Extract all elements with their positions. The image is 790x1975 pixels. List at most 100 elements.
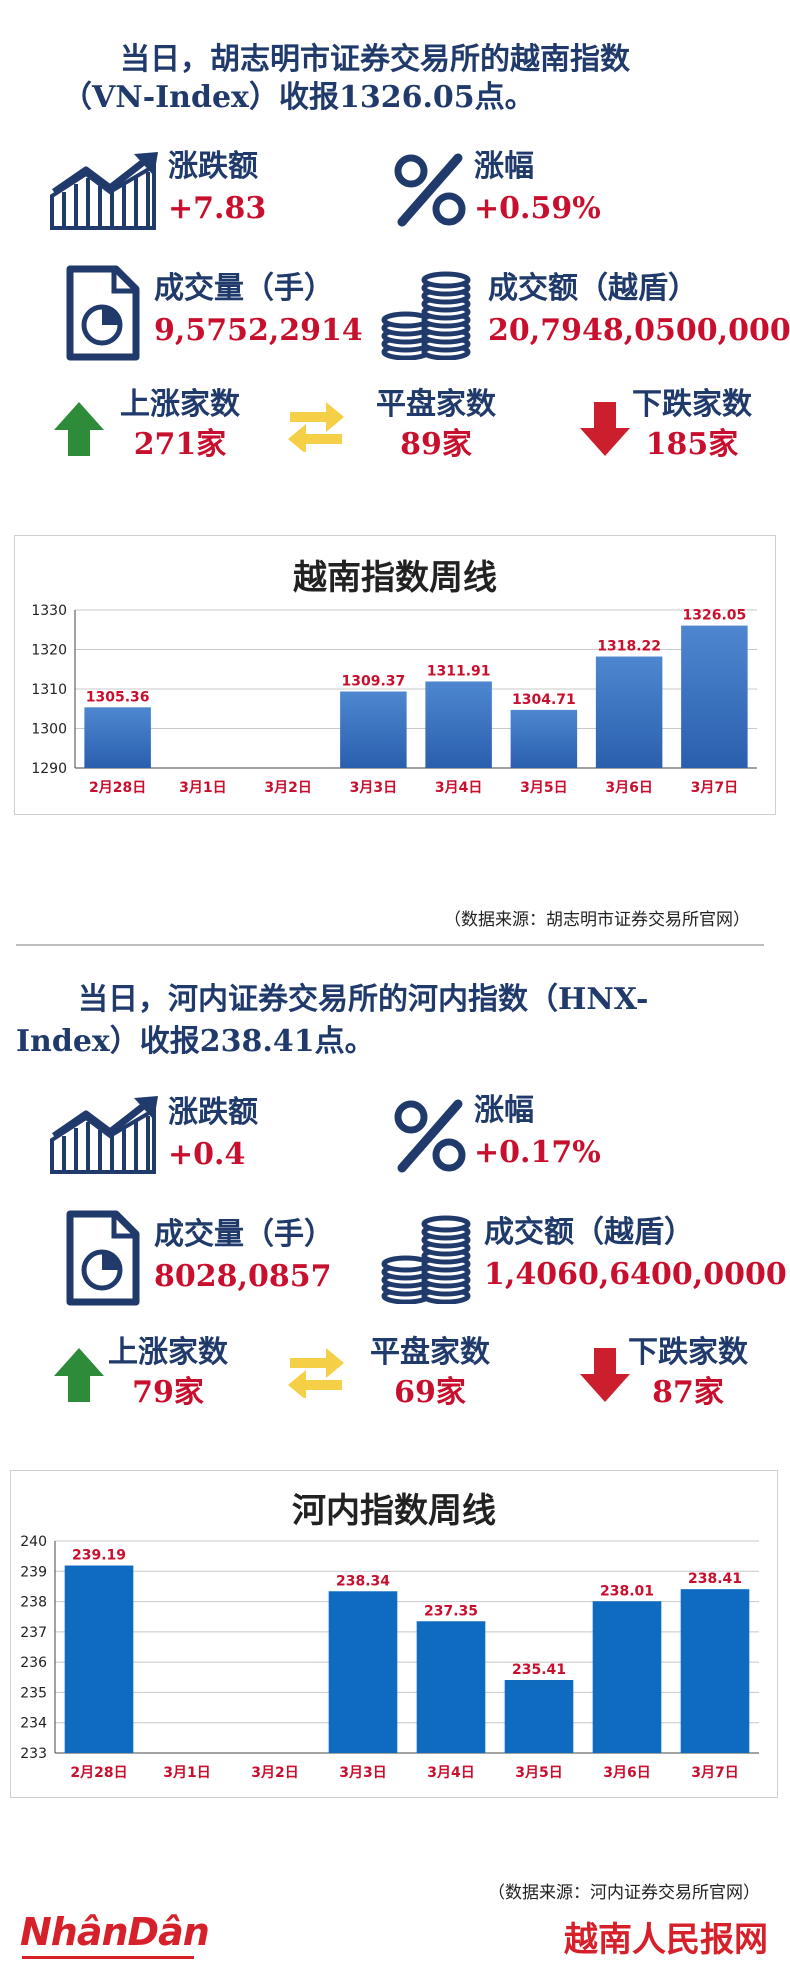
x-tick-label: 3月3日	[339, 1765, 386, 1781]
s1-volume-label: 成交量（手）	[154, 271, 334, 306]
s2-change-label: 涨跌额	[168, 1095, 258, 1130]
s1-up-value: 271家	[133, 427, 227, 462]
vn-chart-title: 越南指数周线	[293, 558, 497, 598]
y-tick-label: 239	[20, 1564, 47, 1580]
s2-down-label: 下跌家数	[628, 1335, 748, 1370]
s2-up-label: 上涨家数	[108, 1335, 228, 1370]
trend-chart-icon	[50, 1096, 162, 1174]
bar	[416, 1621, 486, 1753]
percent-icon	[392, 152, 468, 228]
data-label: 238.34	[336, 1573, 390, 1589]
bar	[340, 691, 407, 768]
s2-up-value: 79家	[132, 1375, 204, 1410]
s2-volume-value: 8028,0857	[154, 1259, 332, 1294]
bar	[595, 656, 663, 768]
document-pie-icon	[64, 1210, 142, 1306]
data-label: 237.35	[424, 1603, 478, 1619]
swap-arrows-icon	[286, 400, 346, 452]
y-tick-label: 235	[20, 1685, 47, 1701]
x-tick-label: 3月7日	[691, 780, 738, 796]
s1-source-note: （数据来源：胡志明市证券交易所官网）	[444, 910, 750, 930]
y-tick-label: 1330	[31, 603, 67, 619]
section-divider	[16, 944, 764, 946]
x-tick-label: 3月2日	[251, 1765, 298, 1781]
s1-down-value: 185家	[645, 427, 739, 462]
y-tick-label: 240	[20, 1534, 47, 1550]
s2-turnover-value: 1,4060,6400,0000	[484, 1257, 787, 1292]
people-daily-vietnam-logo: 越南人民报网	[564, 1920, 768, 1960]
x-tick-label: 2月28日	[70, 1765, 127, 1781]
s1-turnover-value: 20,7948,0500,0000	[488, 313, 790, 348]
x-tick-label: 3月5日	[515, 1765, 562, 1781]
x-tick-label: 3月1日	[179, 780, 226, 796]
data-label: 238.01	[600, 1583, 654, 1599]
coin-stack-icon	[378, 1212, 474, 1304]
s1-change-value: +7.83	[168, 191, 267, 226]
data-label: 235.41	[512, 1662, 566, 1678]
bar	[681, 625, 748, 768]
y-tick-label: 233	[20, 1746, 47, 1762]
s1-turnover-label: 成交额（越盾）	[488, 271, 698, 306]
data-label: 1326.05	[682, 608, 746, 624]
document-pie-icon	[64, 265, 142, 361]
data-label: 238.41	[688, 1571, 742, 1587]
s2-volume-label: 成交量（手）	[154, 1217, 334, 1252]
s1-pct-label: 涨幅	[474, 149, 534, 184]
bar	[64, 1565, 134, 1753]
s1-volume-value: 9,5752,2914	[154, 313, 363, 348]
x-tick-label: 2月28日	[89, 780, 146, 796]
data-label: 1311.91	[427, 663, 491, 679]
x-tick-label: 3月4日	[435, 780, 482, 796]
x-tick-label: 3月6日	[603, 1765, 650, 1781]
trend-chart-icon	[50, 152, 162, 230]
hnx-index-bar-chart: 233 234 235 236 237 238 239 240 2月28日 239.19 3月1日 3…	[20, 1534, 759, 1781]
vn-index-chart-panel: 越南指数周线 1290 1300 1310 1320 1330 2月28日 1305.36 3…	[14, 535, 776, 815]
y-tick-label: 1300	[31, 722, 67, 738]
data-label: 1309.37	[341, 673, 405, 689]
y-tick-label: 1290	[31, 761, 67, 777]
section1-headline-line2: （VN-Index）收报1326.05点。	[62, 80, 535, 115]
up-arrow-icon	[52, 400, 106, 458]
x-tick-label: 3月3日	[350, 780, 397, 796]
data-label: 1305.36	[86, 689, 150, 705]
section2-headline-line1: 当日，河内证券交易所的河内指数（HNX-	[78, 982, 649, 1017]
y-tick-label: 1310	[31, 682, 67, 698]
hnx-chart-title: 河内指数周线	[292, 1491, 496, 1531]
x-tick-label: 3月1日	[163, 1765, 210, 1781]
s2-flat-value: 69家	[394, 1375, 466, 1410]
s1-down-label: 下跌家数	[632, 387, 752, 422]
down-arrow-icon	[578, 400, 632, 458]
data-label: 239.19	[72, 1548, 126, 1564]
s1-flat-label: 平盘家数	[376, 387, 496, 422]
bar	[592, 1601, 662, 1753]
coin-stack-icon	[378, 268, 474, 360]
up-arrow-icon	[52, 1346, 106, 1404]
percent-icon	[392, 1098, 468, 1174]
s2-source-note: （数据来源：河内证券交易所官网）	[488, 1883, 760, 1903]
s1-pct-value: +0.59%	[474, 191, 601, 226]
y-tick-label: 237	[20, 1625, 47, 1641]
x-tick-label: 3月6日	[605, 780, 652, 796]
hnx-index-chart-panel: 河内指数周线 233 234 235 236 237 238 239 240 2月28日 239.…	[10, 1470, 778, 1798]
s2-pct-label: 涨幅	[474, 1093, 534, 1128]
s2-change-value: +0.4	[168, 1137, 246, 1172]
y-tick-label: 236	[20, 1655, 47, 1671]
nhandan-logo-underline	[22, 1956, 194, 1959]
x-tick-label: 3月2日	[264, 780, 311, 796]
swap-arrows-icon	[286, 1346, 346, 1398]
x-tick-label: 3月7日	[691, 1765, 738, 1781]
s2-turnover-label: 成交额（越盾）	[484, 1215, 694, 1250]
s2-pct-value: +0.17%	[474, 1135, 601, 1170]
s1-change-label: 涨跌额	[168, 149, 258, 184]
section1-headline-line1: 当日，胡志明市证券交易所的越南指数	[120, 42, 630, 77]
x-tick-label: 3月5日	[520, 780, 567, 796]
vn-index-bar-chart: 1290 1300 1310 1320 1330 2月28日 1305.36 3月1日 3月2日…	[31, 603, 757, 796]
section2-headline-line2: Index）收报238.41点。	[16, 1024, 375, 1059]
bar	[510, 709, 578, 768]
bar	[328, 1591, 398, 1753]
data-label: 1318.22	[597, 639, 661, 655]
y-tick-label: 1320	[31, 643, 67, 659]
bar	[84, 707, 151, 768]
s2-down-value: 87家	[652, 1375, 724, 1410]
y-tick-label: 238	[20, 1595, 47, 1611]
